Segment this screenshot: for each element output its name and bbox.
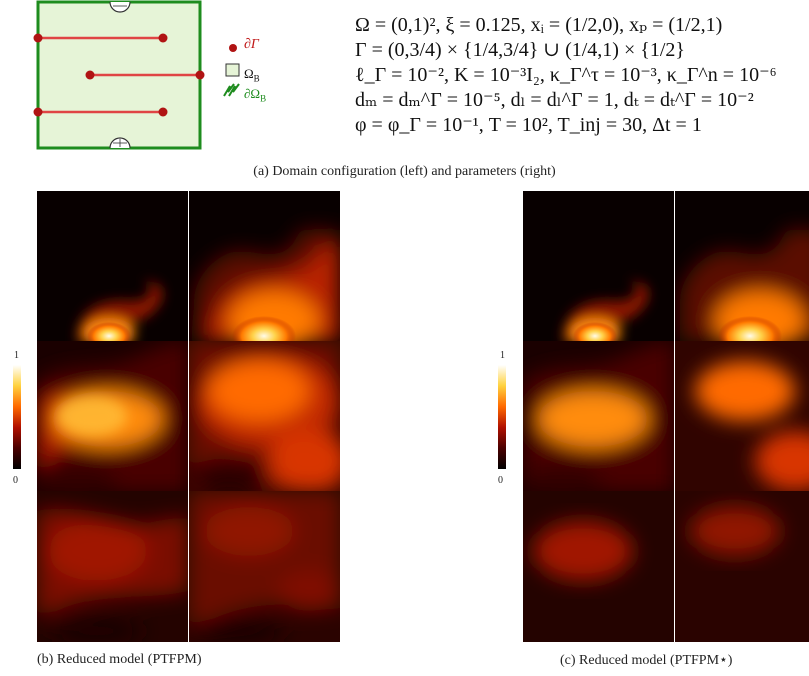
boundary-legend-label: ∂ΩB [244,86,267,104]
field-c-t1 [523,191,674,342]
colorbar-c-max: 1 [500,350,505,361]
fracture-bottom [33,107,168,117]
production-port-icon [109,137,131,149]
param-line-2: Γ = (0,3/4) × {1/4,3/4} ∪ (1/4,1) × {1/2… [355,39,685,61]
field-b-t3 [37,341,188,492]
param-line-4: dₘ = dₘ^Γ = 10⁻⁵, dₗ = dₗ^Γ = 1, dₜ = dₜ… [355,89,754,111]
injection-port-icon [109,1,131,13]
caption-a: (a) Domain configuration (left) and para… [253,164,556,179]
domain-sketch [33,0,240,150]
field-c-t6 [675,491,809,642]
fracture-top [33,33,168,43]
domain-legend-icon [225,63,240,77]
colorbar-b-max: 1 [14,350,19,361]
domain-legend-label: ΩB [244,66,260,84]
colorbar-c [498,365,506,469]
colorbar-b [13,365,21,469]
field-b-t1 [37,191,188,342]
field-c-t2 [675,191,809,342]
param-line-3: ℓ_Γ = 10⁻², K = 10⁻³I₂, κ_Γ^τ = 10⁻³, κ_… [355,64,777,86]
caption-c: (c) Reduced model (PTFPM⋆) [560,653,733,668]
fracture-legend-label: ∂Γ [244,37,259,52]
field-b-t6 [189,491,340,642]
fracture-legend-icon [229,44,237,52]
caption-b: (b) Reduced model (PTFPM) [37,652,202,667]
field-c-t3 [523,341,674,492]
param-line-5: φ = φ_Γ = 10⁻¹, T = 10², T_inj = 30, Δt … [355,114,702,136]
panel-grid-ptfpm [37,191,340,642]
fracture-middle [85,70,205,80]
boundary-legend-icon [223,83,240,97]
field-b-t2 [189,191,340,342]
field-b-t5 [37,491,188,642]
colorbar-c-min: 0 [498,475,503,486]
panel-grid-ptfpm-star [523,191,809,642]
field-b-t4 [189,341,340,492]
field-c-t5 [523,491,674,642]
field-c-t4 [675,341,809,492]
param-line-1: Ω = (0,1)², ξ = 0.125, xᵢ = (1/2,0), xₚ … [355,14,723,36]
colorbar-b-min: 0 [13,475,18,486]
